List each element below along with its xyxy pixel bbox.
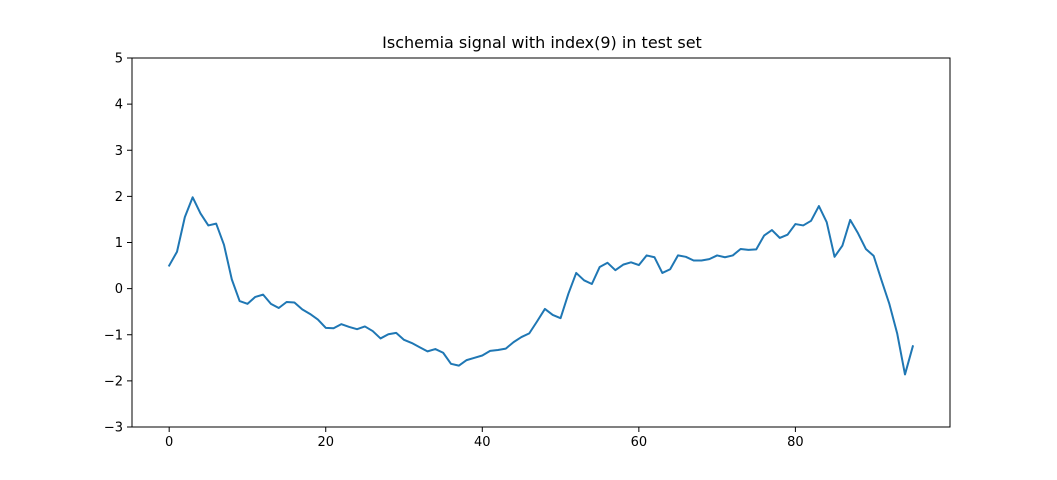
x-tick-label: 80 xyxy=(787,435,804,450)
y-tick-label: 4 xyxy=(115,98,123,113)
y-tick-label: −1 xyxy=(104,328,123,343)
y-tick-label: −2 xyxy=(104,374,123,389)
x-tick-label: 40 xyxy=(474,435,491,450)
y-tick-label: 3 xyxy=(115,144,123,159)
y-tick-label: 5 xyxy=(115,52,123,67)
plot-layer xyxy=(167,196,915,376)
x-tick-label: 0 xyxy=(165,435,173,450)
y-tick-label: 1 xyxy=(115,236,123,251)
x-tick-label: 20 xyxy=(317,435,334,450)
axes-layer: 0 20 40 60 80 −3 −2 −1 0 1 2 3 4 5 xyxy=(104,52,951,450)
series-line-0 xyxy=(167,196,915,376)
y-tick-label: −3 xyxy=(104,421,123,436)
y-tick-label: 0 xyxy=(115,282,123,297)
chart-title: Ischemia signal with index(9) in test se… xyxy=(382,33,702,52)
x-tick-label: 60 xyxy=(631,435,648,450)
y-tick-label: 2 xyxy=(115,190,123,205)
